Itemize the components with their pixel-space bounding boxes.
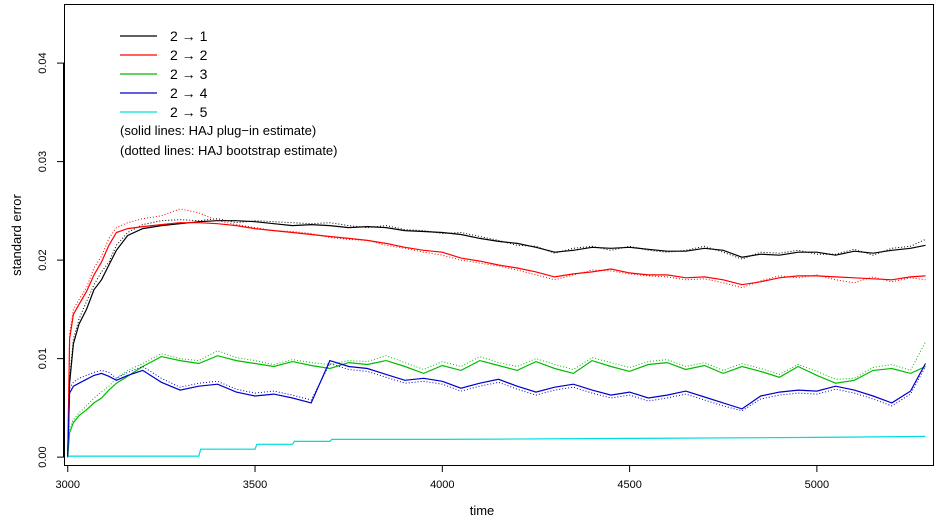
y-axis-label: standard error xyxy=(9,194,24,276)
series-plugin-line-3 xyxy=(67,355,926,458)
legend-note-solid: (solid lines: HAJ plug−in estimate) xyxy=(120,123,316,138)
y-tick-label: 0.03 xyxy=(37,151,49,172)
x-axis: 3000 3500 4000 4500 5000 xyxy=(56,465,829,491)
legend-label-5: 2 → 5 xyxy=(170,104,208,120)
series-plugin-line-5 xyxy=(67,435,926,458)
y-tick-label: 0.00 xyxy=(37,446,49,467)
series-plugin-line-4 xyxy=(67,359,927,458)
legend-label-2: 2 → 2 xyxy=(170,47,208,63)
series-bootstrap-line-1 xyxy=(67,218,926,458)
series-bootstrap-line-3 xyxy=(67,341,926,458)
y-axis: 0.00 0.01 0.02 0.03 0.04 xyxy=(37,52,64,468)
x-axis-label: time xyxy=(470,503,495,518)
legend-note-dotted: (dotted lines: HAJ bootstrap estimate) xyxy=(120,143,338,158)
x-tick-label: 3000 xyxy=(56,479,80,491)
legend-label-3: 2 → 3 xyxy=(170,66,208,82)
x-tick-label: 5000 xyxy=(805,479,829,491)
y-tick-label: 0.01 xyxy=(37,348,49,369)
x-tick-label: 4500 xyxy=(617,479,641,491)
y-tick-label: 0.02 xyxy=(37,249,49,270)
y-tick-label: 0.04 xyxy=(37,52,49,73)
series-plugin-line-1 xyxy=(67,220,926,458)
series-layer xyxy=(67,208,927,458)
series-bootstrap-line-4 xyxy=(67,362,926,458)
x-tick-label: 3500 xyxy=(243,479,267,491)
legend: 2 → 1 2 → 2 2 → 3 2 → 4 2 → 5 xyxy=(120,28,208,120)
series-bootstrap-line-2 xyxy=(67,208,926,458)
x-tick-label: 4000 xyxy=(430,479,454,491)
legend-label-4: 2 → 4 xyxy=(170,85,208,101)
legend-label-1: 2 → 1 xyxy=(170,28,208,44)
series-plugin-line-2 xyxy=(67,222,926,458)
